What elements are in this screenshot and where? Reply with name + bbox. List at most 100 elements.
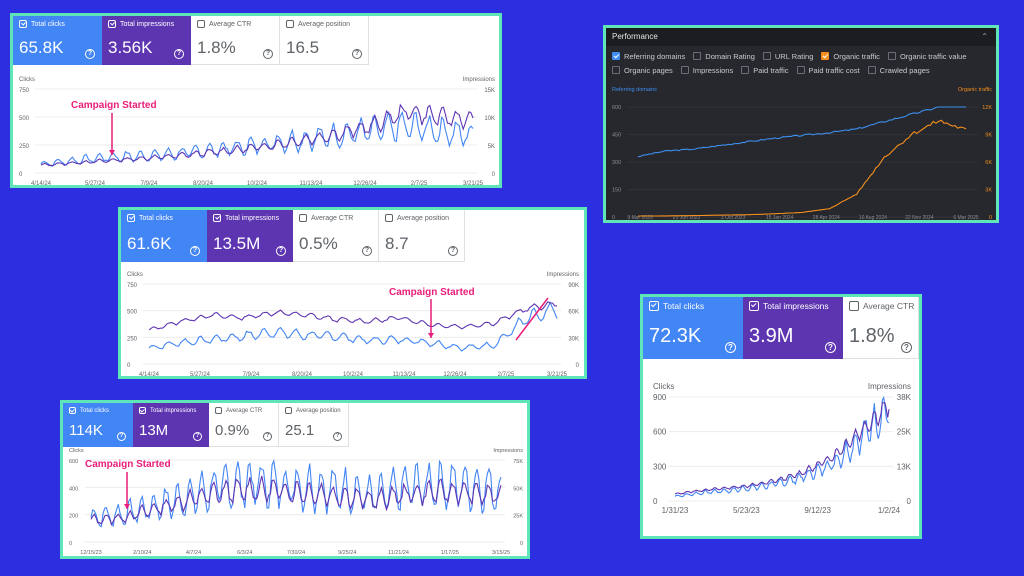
help-icon[interactable]: ? bbox=[362, 246, 372, 256]
checkbox-icon[interactable] bbox=[69, 407, 76, 414]
help-icon[interactable]: ? bbox=[352, 49, 362, 59]
metric-tile-total-impressions[interactable]: Total impressions 13M? bbox=[133, 403, 209, 447]
right-tick-label: 13K bbox=[897, 462, 912, 471]
metric-tile-total-clicks[interactable]: Total clicks 61.6K? bbox=[121, 210, 207, 262]
checkbox-icon[interactable] bbox=[649, 301, 659, 311]
metric-tile-total-clicks[interactable]: Total clicks 114K? bbox=[63, 403, 133, 447]
help-icon[interactable]: ? bbox=[263, 432, 272, 441]
impressions-series-line bbox=[148, 301, 558, 331]
referring-domains-line bbox=[637, 106, 966, 158]
checkbox-icon[interactable] bbox=[299, 214, 307, 222]
metric-option[interactable]: Organic traffic value bbox=[887, 52, 967, 61]
tile-label-row: Total clicks bbox=[649, 301, 704, 311]
checkbox-icon[interactable] bbox=[867, 66, 876, 74]
metric-tile-average-position[interactable]: Average position 8.7? bbox=[379, 210, 465, 262]
x-tick-label: 28 Apr 2024 bbox=[813, 215, 840, 220]
checkbox-icon[interactable] bbox=[285, 407, 292, 414]
checkbox-icon[interactable] bbox=[213, 214, 221, 222]
panel-header: Performance ⌃ bbox=[606, 28, 996, 46]
help-icon[interactable]: ? bbox=[193, 432, 202, 441]
metric-option[interactable]: Paid traffic cost bbox=[796, 66, 860, 75]
metric-tile-total-clicks[interactable]: Total clicks 65.8K? bbox=[13, 16, 102, 65]
metric-tile-total-impressions[interactable]: Total impressions 13.5M? bbox=[207, 210, 293, 262]
left-tick-label: 450 bbox=[612, 133, 621, 139]
help-icon[interactable]: ? bbox=[333, 432, 342, 441]
help-icon[interactable]: ? bbox=[825, 342, 836, 353]
metric-tile-average-ctr[interactable]: Average CTR 1.8%? bbox=[191, 16, 280, 65]
left-tick-label: 750 bbox=[19, 88, 30, 94]
checkbox-icon[interactable] bbox=[127, 214, 135, 222]
x-tick-label: 3/21/25 bbox=[463, 181, 484, 185]
clicks-series-line bbox=[148, 301, 558, 352]
checkbox-icon[interactable] bbox=[197, 20, 205, 28]
help-icon[interactable]: ? bbox=[448, 246, 458, 256]
performance-chart: Clicks Impressions 750 90K 500 60K 250 30K 0 0 4/1… bbox=[127, 272, 580, 376]
right-tick-label: 0 bbox=[492, 172, 496, 178]
checkbox-icon[interactable] bbox=[215, 407, 222, 414]
metric-tile-average-ctr[interactable]: Average CTR 0.5%? bbox=[293, 210, 379, 262]
metric-option[interactable]: Impressions bbox=[680, 66, 733, 75]
help-icon[interactable]: ? bbox=[117, 432, 126, 441]
left-tick-label: 200 bbox=[69, 514, 78, 520]
checkbox-icon[interactable] bbox=[749, 301, 759, 311]
tile-label: Average CTR bbox=[863, 301, 915, 311]
x-tick-label: 7/30/24 bbox=[287, 550, 305, 556]
tile-value: 114K bbox=[69, 422, 103, 439]
left-tick-label: 500 bbox=[19, 116, 30, 122]
collapse-chevron-icon[interactable]: ⌃ bbox=[981, 32, 988, 41]
help-icon[interactable]: ? bbox=[190, 246, 200, 256]
tile-value: 8.7 bbox=[385, 234, 409, 253]
right-tick-label: 5K bbox=[488, 144, 495, 150]
metric-tile-average-ctr[interactable]: Average CTR 0.9%? bbox=[209, 403, 279, 447]
checkbox-icon[interactable] bbox=[796, 66, 805, 74]
checkbox-icon[interactable] bbox=[612, 66, 620, 74]
checkbox-icon[interactable] bbox=[762, 52, 771, 60]
left-tick-label: 300 bbox=[653, 462, 667, 471]
left-tick-label: 750 bbox=[127, 283, 138, 289]
left-tick-label: 0 bbox=[19, 172, 23, 178]
metric-tile-total-impressions[interactable]: Total impressions 3.56K? bbox=[102, 16, 191, 65]
help-icon[interactable]: ? bbox=[263, 49, 273, 59]
left-tick-label: 300 bbox=[612, 160, 621, 166]
tile-value: 0.9% bbox=[215, 422, 250, 439]
help-icon[interactable]: ? bbox=[901, 342, 912, 353]
metric-option[interactable]: Paid traffic bbox=[741, 66, 789, 75]
metric-option[interactable]: Organic pages bbox=[612, 66, 673, 75]
right-tick-label: 0 bbox=[520, 541, 523, 547]
checkbox-icon[interactable] bbox=[821, 52, 830, 60]
help-icon[interactable]: ? bbox=[174, 49, 184, 59]
checkbox-icon[interactable] bbox=[612, 52, 620, 60]
help-icon[interactable]: ? bbox=[725, 342, 736, 353]
help-icon[interactable]: ? bbox=[85, 49, 95, 59]
left-axis-title: Clicks bbox=[19, 77, 35, 83]
checkbox-icon[interactable] bbox=[108, 20, 116, 28]
metric-option-label: Organic pages bbox=[624, 65, 673, 75]
metric-tile-average-ctr[interactable]: Average CTR 1.8%? bbox=[843, 297, 919, 359]
x-tick-label: 3/15/25 bbox=[492, 550, 510, 556]
help-icon[interactable]: ? bbox=[276, 246, 286, 256]
metric-option[interactable]: Referring domains bbox=[612, 52, 685, 61]
checkbox-icon[interactable] bbox=[385, 214, 393, 222]
x-tick-label: 12/26/24 bbox=[353, 181, 377, 185]
checkbox-icon[interactable] bbox=[286, 20, 294, 28]
metric-tile-total-clicks[interactable]: Total clicks 72.3K? bbox=[643, 297, 743, 359]
x-tick-label: 11/13/24 bbox=[393, 372, 417, 376]
metric-tile-average-position[interactable]: Average position 25.1? bbox=[279, 403, 349, 447]
checkbox-icon[interactable] bbox=[849, 301, 859, 311]
checkbox-icon[interactable] bbox=[139, 407, 146, 414]
metric-option[interactable]: Organic traffic bbox=[821, 52, 880, 61]
x-tick-label: 5/27/24 bbox=[85, 181, 106, 185]
tile-label: Total clicks bbox=[80, 407, 110, 414]
checkbox-icon[interactable] bbox=[19, 20, 27, 28]
metric-option[interactable]: URL Rating bbox=[762, 52, 813, 61]
checkbox-icon[interactable] bbox=[693, 52, 702, 60]
metric-tile-total-impressions[interactable]: Total impressions 3.9M? bbox=[743, 297, 843, 359]
metric-tile-average-position[interactable]: Average position 16.5? bbox=[280, 16, 369, 65]
x-tick-label: 3/21/25 bbox=[547, 372, 568, 376]
left-tick-label: 250 bbox=[127, 336, 138, 342]
checkbox-icon[interactable] bbox=[680, 66, 689, 74]
checkbox-icon[interactable] bbox=[887, 52, 896, 60]
metric-option[interactable]: Crawled pages bbox=[867, 66, 930, 75]
checkbox-icon[interactable] bbox=[741, 66, 750, 74]
metric-option[interactable]: Domain Rating bbox=[693, 52, 755, 61]
